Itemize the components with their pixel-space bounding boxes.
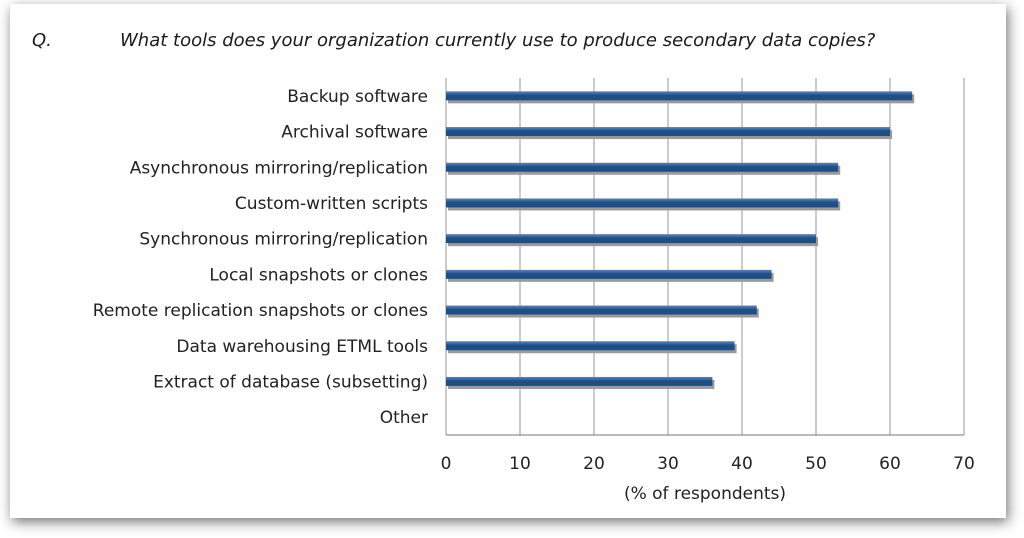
chart-card: Q. What tools does your organization curr… <box>10 4 1006 518</box>
x-tick-labels: 0 10 20 30 40 50 60 70 <box>441 454 975 474</box>
category-label: Custom-written scripts <box>235 194 428 214</box>
x-tick-label: 10 <box>509 454 531 474</box>
category-label: Local snapshots or clones <box>209 265 428 285</box>
x-tick-label: 70 <box>953 454 975 474</box>
category-label: Archival software <box>281 123 428 143</box>
question: Q. What tools does your organization curr… <box>32 30 986 51</box>
x-axis-title: (% of respondents) <box>624 484 786 504</box>
bars <box>446 91 915 389</box>
x-tick-label: 20 <box>583 454 605 474</box>
x-tick-label: 60 <box>879 454 901 474</box>
bar <box>446 127 890 137</box>
bar <box>446 91 913 101</box>
category-labels: Backup software Archival software Asynchro… <box>93 87 428 428</box>
category-label: Asynchronous mirroring/replication <box>130 158 428 178</box>
bar <box>446 305 757 315</box>
x-tick-label: 0 <box>441 454 452 474</box>
category-label: Extract of database (subsetting) <box>153 372 428 392</box>
bar <box>446 162 839 172</box>
category-label: Remote replication snapshots or clones <box>93 301 428 321</box>
x-tick-label: 40 <box>731 454 753 474</box>
category-label: Other <box>380 408 428 428</box>
category-label: Backup software <box>287 87 428 107</box>
bar <box>446 269 772 279</box>
category-label: Synchronous mirroring/replication <box>139 230 428 250</box>
x-tick-label: 30 <box>657 454 679 474</box>
bar <box>446 341 735 351</box>
question-marker: Q. <box>32 30 52 51</box>
question-text: What tools does your organization curren… <box>120 30 876 51</box>
bar <box>446 234 816 244</box>
bar <box>446 198 839 208</box>
bar <box>446 376 713 386</box>
category-label: Data warehousing ETML tools <box>176 337 428 357</box>
x-tick-label: 50 <box>805 454 827 474</box>
